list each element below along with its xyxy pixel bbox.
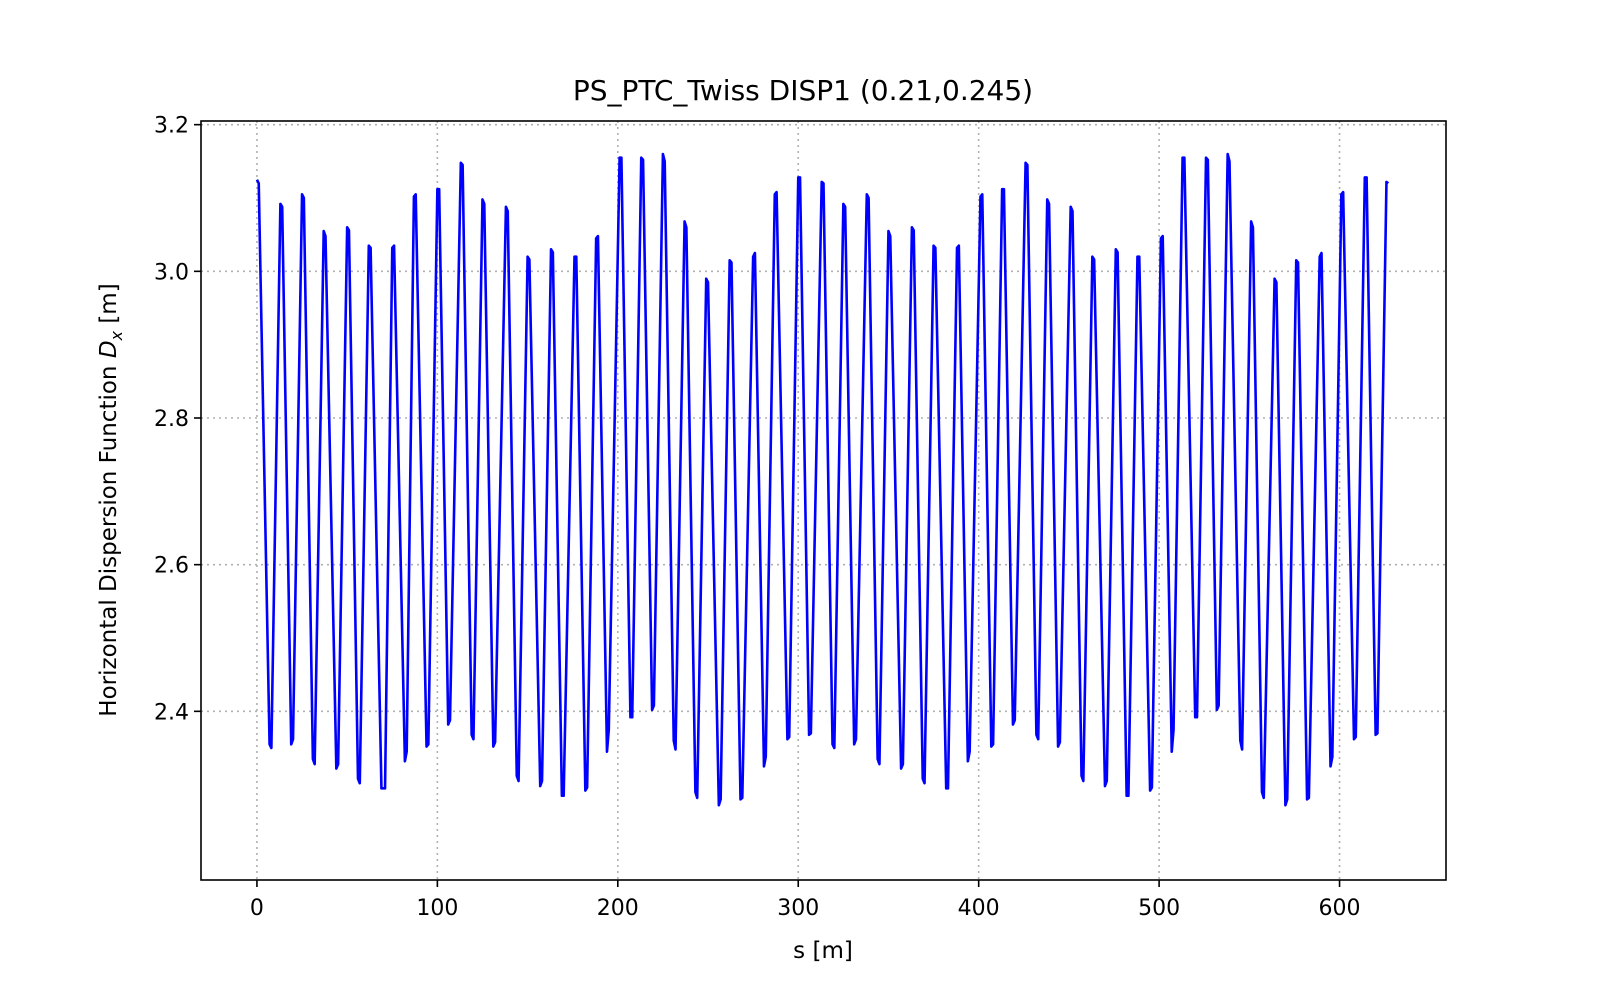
dispersion-series-line (255, 152, 1390, 807)
y-axis-label: Horizontal Dispersion Function Dx [m] (96, 283, 126, 716)
x-tick-label: 200 (597, 896, 639, 921)
y-tick-label: 3.0 (154, 260, 189, 285)
x-tick-label: 500 (1138, 896, 1180, 921)
x-tick-label: 400 (958, 896, 1000, 921)
x-tick-label: 100 (416, 896, 458, 921)
chart-title: PS_PTC_Twiss DISP1 (0.21,0.245) (573, 74, 1033, 107)
y-tick-label: 2.4 (154, 700, 189, 725)
plot-frame (200, 120, 1447, 881)
y-axis-label-subscript: x (107, 330, 126, 341)
y-axis-ticks: 2.4 2.6 2.8 3.0 3.2 (154, 114, 201, 725)
series-layer (255, 152, 1390, 807)
y-axis-label-prefix: Horizontal Dispersion Function (96, 358, 122, 717)
y-tick-label: 3.2 (154, 114, 189, 139)
y-axis-label-suffix: [m] (96, 283, 122, 331)
x-tick-label: 600 (1319, 896, 1361, 921)
x-axis-label: s [m] (793, 938, 853, 964)
x-axis-ticks: 0 100 200 300 400 500 600 (250, 880, 1361, 921)
y-tick-label: 2.8 (154, 407, 189, 432)
x-tick-label: 300 (777, 896, 819, 921)
x-tick-label: 0 (250, 896, 264, 921)
y-tick-label: 2.6 (154, 554, 189, 579)
y-axis-label-symbol: D (96, 340, 122, 358)
